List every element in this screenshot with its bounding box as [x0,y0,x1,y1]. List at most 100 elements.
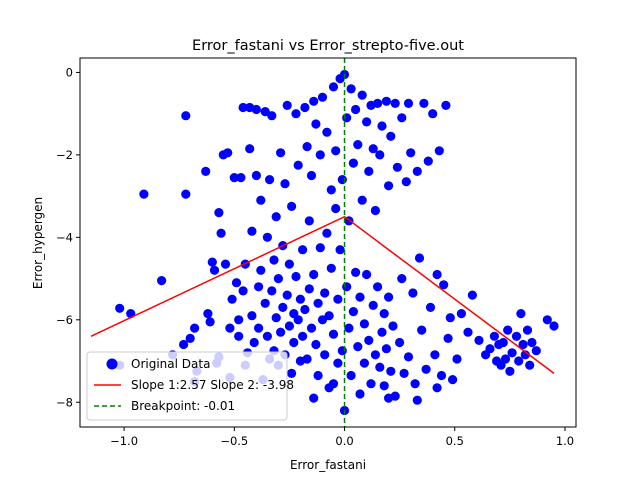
data-point [300,304,310,315]
chart-title: Error_fastani vs Error_strepto-five.out [192,38,464,54]
y-tick-label: 0 [66,65,73,79]
data-point [474,335,484,345]
data-point [291,109,301,119]
data-point [395,337,405,348]
data-point [317,315,328,325]
data-point [377,327,387,337]
data-point [346,370,356,381]
y-axis-ticks: 0 −2 −4 −6 −8 [56,65,80,409]
data-point [549,321,559,331]
data-point [392,162,402,172]
data-point [375,150,385,160]
data-point [364,166,374,176]
data-point [309,393,319,403]
data-point [298,245,308,255]
data-point [514,356,524,366]
data-point [302,142,312,152]
data-point [139,189,149,199]
data-point [223,148,233,158]
data-point [505,366,515,376]
data-point [313,298,323,308]
data-point [245,144,255,154]
data-point [203,309,213,319]
data-point [295,294,305,304]
data-point [428,109,438,119]
data-point [359,358,369,368]
data-point [236,173,246,183]
data-point [516,309,526,319]
data-point [185,333,195,343]
data-point [542,315,552,325]
data-point [406,148,416,158]
data-point [412,395,422,405]
data-point [337,175,347,185]
data-point [304,216,314,226]
data-point [251,170,261,181]
data-point [432,269,442,280]
data-point [357,90,367,100]
data-point [373,98,383,108]
data-point [271,313,281,323]
data-point [271,212,281,222]
data-point [262,331,272,341]
data-point [276,148,286,158]
data-point [375,362,385,372]
data-point [434,146,444,156]
data-point [384,181,394,191]
data-point [262,232,272,242]
data-point [225,323,235,333]
data-point [518,339,528,350]
data-point [287,201,297,211]
data-point [251,104,261,115]
data-point [353,342,363,352]
data-point [342,282,352,292]
data-point [500,354,511,364]
data-point [284,259,294,269]
x-tick-label: −1.0 [110,434,138,448]
data-point [384,292,394,302]
data-point [179,339,189,350]
data-point [207,257,217,267]
data-point [425,302,436,312]
x-axis-ticks: −1.0 −0.5 0.0 0.5 1.0 [110,427,574,448]
data-point [254,323,264,333]
data-point [452,354,462,364]
data-point [315,243,325,253]
data-point [485,344,495,354]
data-point [359,319,369,329]
legend-marker-points [106,358,118,370]
data-point [403,352,414,362]
data-point [397,113,407,123]
x-tick-label: 0.0 [335,434,353,448]
data-point [220,259,231,269]
data-point [443,333,453,343]
data-point [313,370,323,381]
data-point [326,185,336,195]
data-point [267,286,277,296]
data-point [331,203,341,214]
legend-label-breakpoint: Breakpoint: -0.01 [131,399,235,413]
data-point [346,84,356,94]
data-point [441,100,451,110]
data-point [344,323,354,333]
data-point [298,331,308,341]
y-tick-label: −6 [56,313,73,327]
data-point [337,346,347,356]
data-point [333,358,343,368]
data-point [311,339,321,350]
data-point [293,315,303,325]
legend-label-fit: Slope 1:2.57 Slope 2: -3.98 [131,378,294,392]
data-point [115,303,125,313]
data-point [399,368,409,378]
data-point [335,245,345,255]
data-point [209,265,220,275]
data-point [384,393,394,403]
data-point [417,325,427,335]
data-point [388,321,398,331]
data-point [445,313,455,323]
plot-area-frame [79,57,577,428]
data-point [527,337,537,348]
data-point [227,294,237,304]
data-point [489,331,499,341]
data-point [254,282,264,292]
